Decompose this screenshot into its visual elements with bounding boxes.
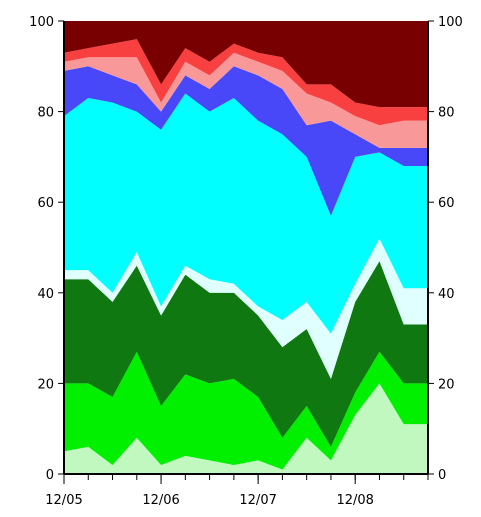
area-series-5 — [64, 93, 428, 334]
area-series-4 — [64, 238, 428, 379]
area-series-8 — [64, 39, 428, 126]
y-tick-label-right: 0 — [438, 468, 446, 483]
y-tick-label-left: 20 — [37, 377, 54, 392]
area-series-3 — [64, 261, 428, 447]
area-series-9 — [64, 21, 428, 108]
y-tick-label-left: 0 — [46, 468, 54, 483]
y-tick-label-left: 80 — [37, 106, 54, 121]
x-tick-label: 12/07 — [239, 493, 276, 508]
y-tick-label-right: 20 — [438, 377, 455, 392]
y-tick-label-left: 100 — [29, 15, 54, 30]
y-tick-label-left: 60 — [37, 196, 54, 211]
area-series-7 — [64, 52, 428, 148]
area-series-1 — [64, 383, 428, 474]
y-tick-label-right: 40 — [438, 287, 455, 302]
y-tick-label-left: 40 — [37, 287, 54, 302]
y-tick-label-right: 80 — [438, 106, 455, 121]
area-series-2 — [64, 351, 428, 470]
area-layers — [64, 21, 428, 474]
x-tick-label: 12/05 — [45, 493, 82, 508]
y-tick-label-right: 60 — [438, 196, 455, 211]
x-tick-label: 12/06 — [142, 493, 179, 508]
axes: 0 0 20 20 40 40 60 60 80 80 100 100 12/05 12/06 12/07 1… — [29, 15, 463, 508]
x-tick-label: 12/08 — [336, 493, 373, 508]
area-series-6 — [64, 66, 428, 216]
y-tick-label-right: 100 — [438, 15, 463, 30]
